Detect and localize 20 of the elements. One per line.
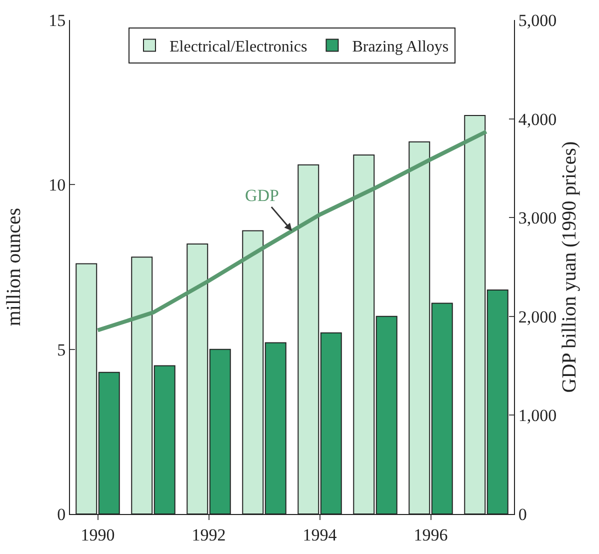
legend-label: Electrical/Electronics bbox=[170, 38, 308, 56]
y-tick-label: 5 bbox=[57, 340, 66, 360]
x-tick-label: 1992 bbox=[192, 525, 226, 544]
legend-label: Brazing Alloys bbox=[352, 38, 449, 56]
y-axis-title: million ounces bbox=[3, 208, 25, 326]
line-series bbox=[96, 130, 488, 332]
y-tick-label: 15 bbox=[48, 10, 66, 30]
y2-tick-label: 3,000 bbox=[518, 208, 557, 228]
y-tick-label: 10 bbox=[48, 176, 66, 195]
x-tick-label: 1994 bbox=[302, 525, 338, 544]
y2-tick-label: 0 bbox=[518, 504, 527, 524]
y2-tick-label: 5,000 bbox=[518, 10, 557, 30]
y-tick-label: 0 bbox=[57, 504, 66, 524]
y2-tick-label: 1,000 bbox=[518, 406, 557, 426]
series-label: GDP bbox=[245, 186, 280, 205]
y2-tick-label: 4,000 bbox=[518, 110, 557, 129]
x-tick-label: 1990 bbox=[80, 525, 115, 544]
y2-tick-label: 2,000 bbox=[518, 307, 557, 326]
x-tick-label: 1996 bbox=[414, 525, 448, 544]
y2-axis-title: GDP billion yuan (1990 prices) bbox=[558, 141, 581, 393]
